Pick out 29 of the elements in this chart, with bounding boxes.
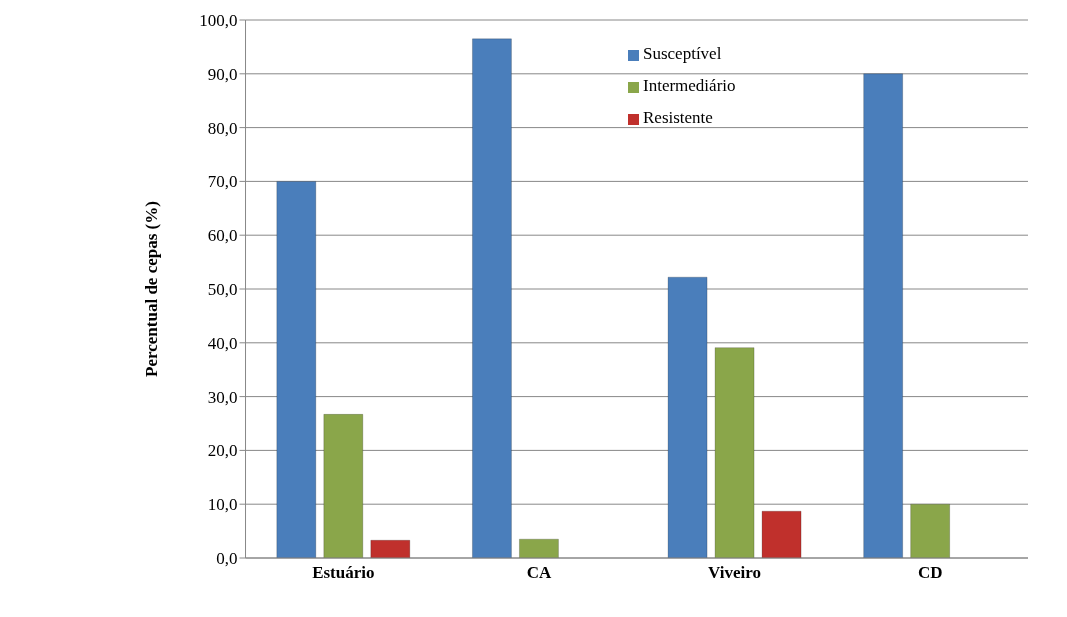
x-tick-label: CA [526,563,552,583]
bar [761,510,802,558]
bar [323,413,364,558]
legend-label: Resistente [643,108,713,127]
y-tick-label: 30,0 [207,387,238,407]
bar [863,73,904,558]
y-tick-label: 80,0 [207,118,238,138]
x-tick-label: Estuário [312,563,375,583]
bar [714,347,755,558]
x-tick-label: CD [917,563,943,583]
bar [667,276,708,558]
bar [471,38,512,558]
y-tick-label: 60,0 [207,226,238,246]
y-tick-label: 0,0 [216,549,238,569]
x-tick-label: Viveiro [708,563,762,583]
legend-label: Intermediário [643,76,736,95]
y-tick-label: 70,0 [207,172,238,192]
bar [910,503,951,558]
bar [370,539,411,558]
y-tick-label: 40,0 [207,333,238,353]
y-tick-label: 50,0 [207,280,238,300]
y-axis-title: Percentual de cepas (%) [141,201,161,377]
y-tick-label: 10,0 [207,495,238,515]
y-tick-label: 90,0 [207,64,238,84]
y-tick-label: 100,0 [199,11,238,31]
bar [276,180,317,558]
y-tick-label: 20,0 [207,441,238,461]
bar [518,538,559,558]
legend-label: Susceptível [643,44,722,63]
